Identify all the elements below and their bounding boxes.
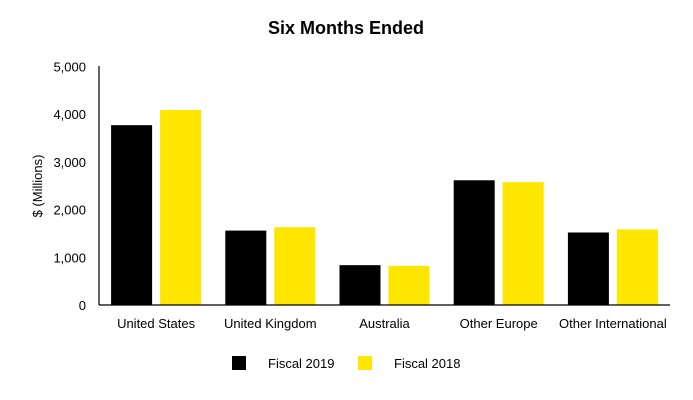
y-tick-label: 1,000 [53, 250, 86, 265]
bar-other-europe-fiscal-2019 [453, 180, 495, 305]
bar-united-kingdom-fiscal-2018 [274, 227, 316, 305]
chart-title: Six Months Ended [268, 18, 424, 38]
y-tick-label: 4,000 [53, 107, 86, 122]
x-tick-label: Other International [559, 316, 667, 331]
x-tick-label: Australia [359, 316, 410, 331]
bar-other-europe-fiscal-2018 [502, 182, 544, 305]
legend-swatch [232, 356, 246, 370]
x-tick-label: United States [117, 316, 196, 331]
y-tick-label: 2,000 [53, 203, 86, 218]
bar-australia-fiscal-2019 [339, 265, 381, 305]
bar-united-kingdom-fiscal-2019 [225, 230, 267, 305]
legend-label: Fiscal 2019 [268, 356, 334, 371]
bar-united-states-fiscal-2018 [160, 109, 202, 305]
bar-united-states-fiscal-2019 [111, 125, 153, 306]
y-axis-label: $ (Millions) [30, 155, 45, 218]
y-tick-label: 5,000 [53, 60, 86, 75]
legend-swatch [358, 356, 372, 370]
x-tick-label: Other Europe [460, 316, 538, 331]
bar-other-international-fiscal-2019 [567, 232, 609, 305]
legend-label: Fiscal 2018 [394, 356, 460, 371]
y-tick-label: 3,000 [53, 155, 86, 170]
bar-australia-fiscal-2018 [388, 265, 430, 305]
y-tick-label: 0 [79, 298, 86, 313]
bar-other-international-fiscal-2018 [616, 229, 658, 305]
x-tick-label: United Kingdom [224, 316, 317, 331]
